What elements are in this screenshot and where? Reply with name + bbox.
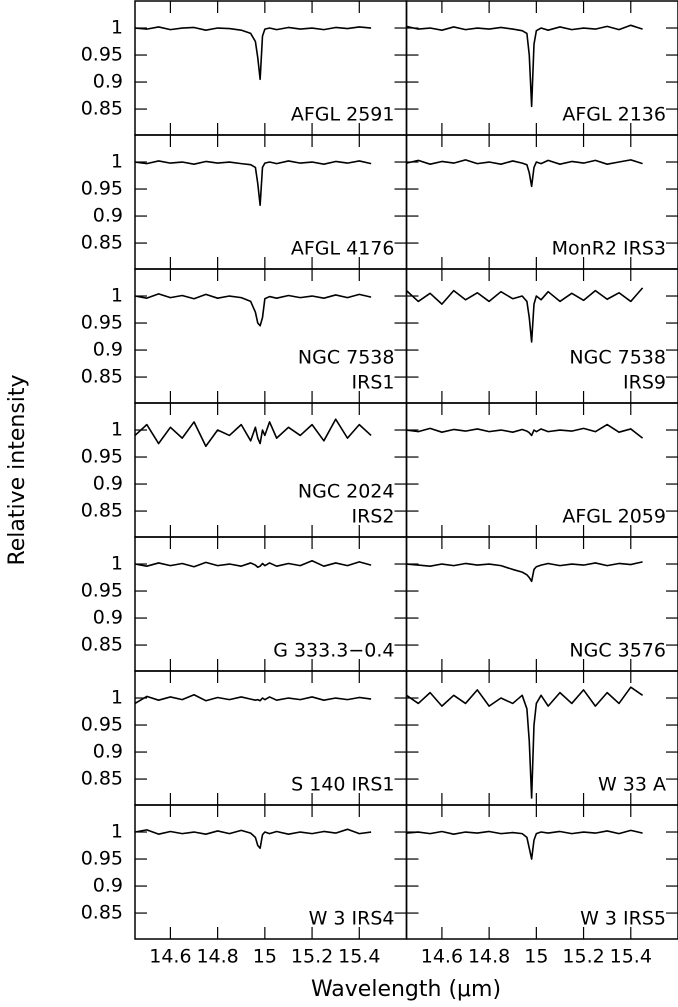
spectrum-line (406, 686, 644, 799)
x-tick-label: 15 (524, 946, 548, 968)
x-tick-label: 15 (253, 946, 277, 968)
y-tick-label: 0.95 (81, 580, 123, 602)
spectrum-line (134, 293, 372, 327)
y-tick-label: 0.9 (93, 205, 123, 227)
y-tick-label: 0.9 (93, 875, 123, 897)
x-tick-label: 15.2 (562, 946, 604, 968)
panel-label: W 3 IRS4 (309, 908, 395, 930)
panel-label: NGC 3576 (569, 640, 666, 662)
y-tick-label: 0.85 (81, 500, 123, 522)
y-tick-label: 1 (111, 419, 123, 441)
y-tick-label: 1 (111, 553, 123, 575)
panel-label: AFGL 2059 (562, 506, 666, 528)
panel-label: MonR2 IRS3 (552, 238, 666, 260)
x-axis-label: Wavelength (μm) (311, 977, 501, 1002)
spectrum-line (406, 423, 644, 439)
spectrum-line (406, 159, 643, 188)
spectrum-line (134, 418, 372, 448)
panel-label: NGC 7538 (298, 347, 395, 369)
spectrum-line (406, 561, 643, 583)
y-tick-label: 0.85 (81, 634, 123, 656)
panel-label: IRS1 (352, 372, 395, 394)
y-tick-label: 0.9 (93, 339, 123, 361)
y-tick-label: 1 (111, 17, 123, 39)
x-tick-label: 15.4 (338, 946, 380, 968)
spectrum-line (134, 26, 372, 81)
panel-label: NGC 7538 (569, 347, 666, 369)
x-tick-label: 15.2 (291, 946, 333, 968)
panel-label: G 333.3−0.4 (273, 640, 394, 662)
y-tick-label: 0.95 (81, 714, 123, 736)
y-tick-label: 1 (111, 687, 123, 709)
y-tick-label: 0.95 (81, 44, 123, 66)
x-tick-label: 15.4 (610, 946, 652, 968)
y-tick-label: 0.9 (93, 741, 123, 763)
y-tick-label: 0.9 (93, 473, 123, 495)
y-tick-label: 0.95 (81, 312, 123, 334)
spectrum-line (405, 287, 644, 343)
panel-label: AFGL 2136 (562, 104, 666, 126)
panel-label: IRS2 (352, 506, 395, 528)
y-tick-label: 0.95 (81, 848, 123, 870)
panel-label: W 3 IRS5 (580, 908, 666, 930)
panel-frame (405, 804, 678, 940)
panel-label: W 33 A (598, 774, 666, 796)
x-tick-label: 14.6 (421, 946, 463, 968)
y-tick-label: 1 (111, 821, 123, 843)
y-tick-label: 0.85 (81, 98, 123, 120)
spectrum-line (406, 829, 643, 860)
x-tick-label: 14.8 (468, 946, 510, 968)
spectrum-line (406, 24, 643, 108)
panel-label: AFGL 2591 (291, 104, 395, 126)
y-tick-label: 0.9 (93, 71, 123, 93)
y-tick-label: 0.85 (81, 768, 123, 790)
spectrum-line (134, 160, 372, 207)
spectrum-line (134, 559, 372, 569)
y-tick-label: 1 (111, 285, 123, 307)
panel-label: NGC 2024 (298, 481, 395, 503)
panel-label: IRS9 (623, 372, 666, 394)
x-tick-label: 14.8 (196, 946, 238, 968)
spectrum-line (134, 828, 372, 850)
panel-label: AFGL 4176 (291, 238, 395, 260)
y-tick-label: 0.95 (81, 446, 123, 468)
spectrum-line (134, 693, 372, 705)
y-tick-label: 0.9 (93, 607, 123, 629)
y-tick-label: 0.95 (81, 178, 123, 200)
y-tick-label: 1 (111, 151, 123, 173)
panel-label: S 140 IRS1 (291, 774, 394, 796)
x-tick-label: 14.6 (149, 946, 191, 968)
y-tick-label: 0.85 (81, 366, 123, 388)
y-axis-label: Relative intensity (5, 374, 30, 565)
y-tick-label: 0.85 (81, 232, 123, 254)
y-tick-label: 0.85 (81, 902, 123, 924)
